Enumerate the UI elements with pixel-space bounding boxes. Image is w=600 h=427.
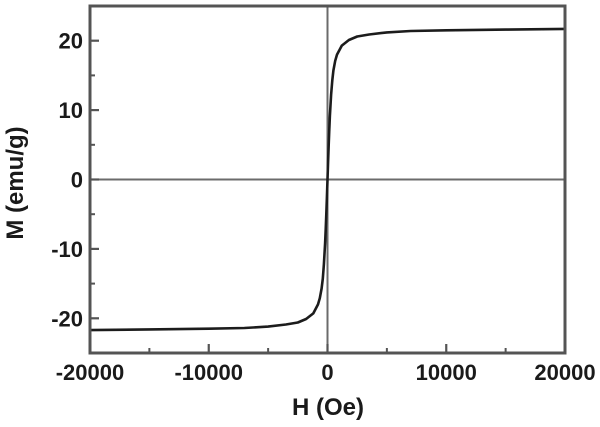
x-tick-label: 20000 [534,360,595,385]
x-tick-label: -10000 [174,360,243,385]
y-tick-label: 0 [71,168,83,193]
y-axis-title: M (emu/g) [2,126,29,240]
y-tick-label: -20 [51,306,83,331]
x-tick-label: 0 [321,360,333,385]
magnetization-curve [88,27,567,332]
y-tick-label: -10 [51,237,83,262]
y-tick-label: 10 [59,98,83,123]
x-tick-label: 10000 [416,360,477,385]
y-tick-label: 20 [59,29,83,54]
x-axis-title: H (Oe) [292,394,364,421]
x-tick-label: -20000 [56,360,125,385]
